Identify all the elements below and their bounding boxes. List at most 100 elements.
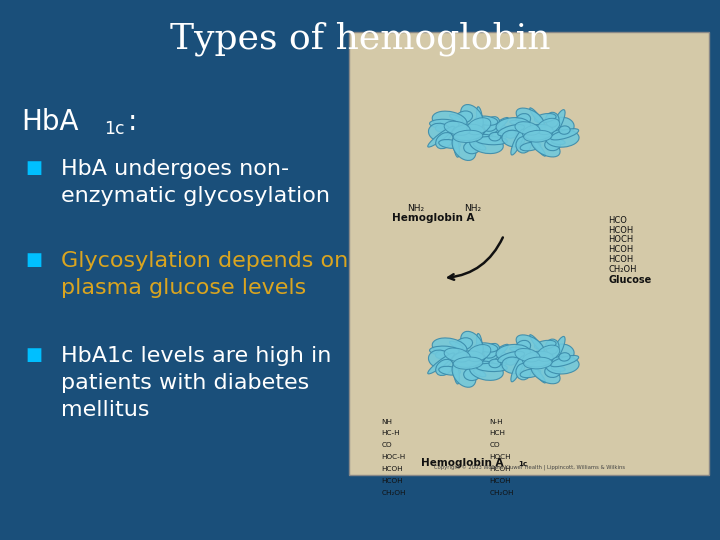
Ellipse shape <box>452 361 476 387</box>
Ellipse shape <box>511 356 524 382</box>
Ellipse shape <box>551 129 579 140</box>
Text: CH₂OH: CH₂OH <box>490 490 514 496</box>
Text: NH₂: NH₂ <box>407 204 424 213</box>
Text: ■: ■ <box>25 159 42 177</box>
Text: ■: ■ <box>25 251 42 269</box>
Ellipse shape <box>531 136 560 157</box>
Ellipse shape <box>476 137 508 145</box>
Ellipse shape <box>489 132 501 141</box>
Ellipse shape <box>436 351 446 359</box>
Text: CH₂OH: CH₂OH <box>382 490 406 496</box>
Ellipse shape <box>430 346 459 355</box>
Ellipse shape <box>496 118 531 135</box>
Text: HCO: HCO <box>608 216 627 225</box>
Ellipse shape <box>498 125 524 136</box>
Ellipse shape <box>531 363 560 384</box>
Ellipse shape <box>452 124 484 140</box>
Text: CH₂OH: CH₂OH <box>608 265 637 274</box>
Ellipse shape <box>453 357 483 369</box>
Ellipse shape <box>464 141 480 154</box>
Text: ■: ■ <box>25 346 42 363</box>
Ellipse shape <box>523 124 553 140</box>
Ellipse shape <box>474 369 486 377</box>
Ellipse shape <box>477 107 483 130</box>
Text: HCOH: HCOH <box>608 255 634 264</box>
Ellipse shape <box>515 348 540 362</box>
Ellipse shape <box>484 117 500 131</box>
Ellipse shape <box>464 368 480 381</box>
Text: Types of hemoglobin: Types of hemoglobin <box>170 22 550 56</box>
Ellipse shape <box>469 361 503 380</box>
Ellipse shape <box>432 338 467 357</box>
Ellipse shape <box>475 343 498 352</box>
Ellipse shape <box>484 350 508 368</box>
Ellipse shape <box>536 345 559 361</box>
Ellipse shape <box>449 341 463 349</box>
Ellipse shape <box>546 112 559 127</box>
Ellipse shape <box>428 353 454 374</box>
Ellipse shape <box>430 119 459 129</box>
Ellipse shape <box>482 118 508 138</box>
Text: CO: CO <box>382 442 392 448</box>
Text: Hemoglobin A: Hemoglobin A <box>392 213 475 224</box>
Text: N-H: N-H <box>490 418 503 424</box>
Ellipse shape <box>550 344 574 362</box>
Text: HbA1c levels are high in
patients with diabetes
mellitus: HbA1c levels are high in patients with d… <box>61 346 332 420</box>
Text: HOCH: HOCH <box>608 235 634 245</box>
Ellipse shape <box>456 338 472 350</box>
Ellipse shape <box>502 130 525 147</box>
Ellipse shape <box>551 110 565 136</box>
Ellipse shape <box>534 113 556 123</box>
Ellipse shape <box>506 131 516 138</box>
Ellipse shape <box>436 359 453 375</box>
Ellipse shape <box>452 351 484 367</box>
Text: HC-H: HC-H <box>382 430 400 436</box>
Ellipse shape <box>546 356 579 374</box>
Ellipse shape <box>477 334 483 356</box>
Ellipse shape <box>550 117 574 135</box>
Ellipse shape <box>546 130 579 147</box>
Ellipse shape <box>515 122 540 135</box>
Ellipse shape <box>506 357 516 365</box>
Ellipse shape <box>523 130 552 142</box>
Ellipse shape <box>536 118 559 134</box>
Ellipse shape <box>428 123 451 141</box>
Ellipse shape <box>510 347 525 352</box>
Ellipse shape <box>454 136 459 157</box>
Ellipse shape <box>559 126 570 134</box>
Ellipse shape <box>461 332 483 356</box>
Ellipse shape <box>545 139 560 151</box>
Ellipse shape <box>467 118 491 134</box>
Ellipse shape <box>461 105 483 130</box>
Ellipse shape <box>476 363 508 372</box>
Ellipse shape <box>438 366 461 375</box>
Ellipse shape <box>428 350 451 368</box>
Text: CO: CO <box>490 442 500 448</box>
Ellipse shape <box>452 134 476 160</box>
Ellipse shape <box>523 351 553 367</box>
Text: Glucose: Glucose <box>608 275 652 286</box>
Ellipse shape <box>530 108 546 127</box>
Text: HCH: HCH <box>490 430 505 436</box>
Ellipse shape <box>511 129 524 155</box>
Ellipse shape <box>469 134 503 153</box>
Ellipse shape <box>551 336 565 362</box>
Ellipse shape <box>520 142 541 151</box>
Ellipse shape <box>552 366 565 372</box>
Ellipse shape <box>436 124 446 132</box>
Ellipse shape <box>551 355 579 367</box>
Ellipse shape <box>545 366 560 377</box>
Text: HOCH: HOCH <box>490 454 511 460</box>
Ellipse shape <box>474 143 486 150</box>
Ellipse shape <box>523 357 552 369</box>
Text: HCOH: HCOH <box>490 478 511 484</box>
Ellipse shape <box>453 130 483 143</box>
Ellipse shape <box>534 340 556 349</box>
Ellipse shape <box>531 365 546 383</box>
Text: Hemoglobin A: Hemoglobin A <box>421 458 504 468</box>
Ellipse shape <box>444 122 470 135</box>
Ellipse shape <box>449 114 463 122</box>
Ellipse shape <box>516 335 544 355</box>
Ellipse shape <box>516 108 544 128</box>
Text: NH: NH <box>382 418 392 424</box>
